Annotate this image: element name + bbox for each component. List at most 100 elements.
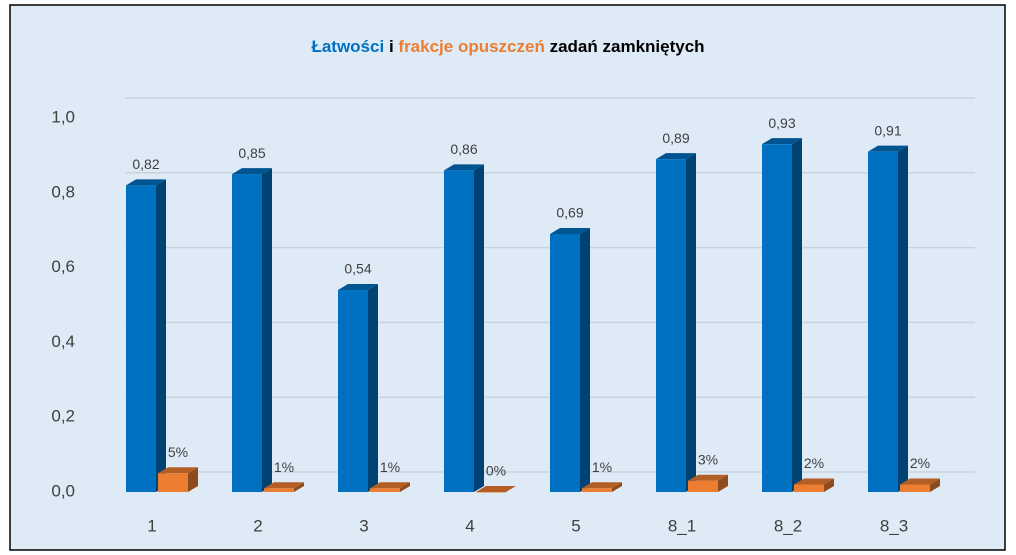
bar-top: [232, 168, 272, 175]
bar-front: [158, 473, 188, 492]
bar-top: [264, 482, 304, 489]
bar-top: [794, 478, 834, 485]
data-label: 0,89: [662, 130, 689, 146]
data-label: 1%: [592, 459, 612, 475]
bar-side: [612, 482, 622, 492]
bar-top: [656, 153, 696, 160]
bar: [232, 168, 272, 492]
x-tick-label: 8_3: [880, 516, 908, 535]
bar-side: [718, 474, 728, 492]
bar-top: [126, 179, 166, 186]
bar-front: [444, 170, 474, 493]
bar-side: [686, 153, 696, 492]
x-tick-label: 2: [253, 516, 262, 535]
x-tick-label: 8_1: [668, 516, 696, 535]
data-label: 3%: [698, 451, 718, 467]
chart-title: Łatwości i frakcje opuszczeń zadań zamkn…: [311, 37, 704, 56]
data-label: 0,54: [344, 261, 371, 277]
bar-side: [474, 164, 484, 493]
bar-side: [580, 227, 590, 492]
bar-side: [400, 482, 410, 492]
bar-front: [582, 488, 612, 492]
bar: [476, 486, 516, 493]
y-tick-label: 1,0: [51, 107, 75, 126]
bar-top: [582, 482, 622, 489]
data-label: 0,69: [556, 205, 583, 221]
data-label: 1%: [274, 459, 294, 475]
bar-top: [338, 284, 378, 291]
bar: [444, 164, 484, 493]
y-tick-label: 0,6: [51, 257, 75, 276]
bar: [900, 478, 940, 492]
bar-top: [550, 227, 590, 234]
bar-top: [476, 486, 516, 492]
bar-front: [126, 185, 156, 492]
bar: [868, 145, 908, 492]
bar: [370, 482, 410, 492]
x-tick-label: 8_2: [774, 516, 802, 535]
bar-top: [370, 482, 410, 489]
bar-top: [688, 474, 728, 481]
data-label: 1%: [380, 459, 400, 475]
bar-side: [188, 467, 198, 492]
bar: [582, 482, 622, 492]
bar-front: [794, 484, 824, 492]
bar-side: [294, 482, 304, 492]
bar: [264, 482, 304, 492]
bar-side: [898, 145, 908, 492]
bar-top: [868, 145, 908, 152]
bar: [126, 179, 166, 492]
data-label: 0,85: [238, 145, 265, 161]
data-label: 0,82: [132, 156, 159, 172]
bar-side: [792, 138, 802, 492]
bar-side: [824, 478, 834, 492]
data-label: 0,93: [768, 115, 795, 131]
x-tick-label: 3: [359, 516, 368, 535]
bar: [656, 153, 696, 492]
bar-front: [264, 488, 294, 492]
bar-top: [158, 467, 198, 474]
data-label: 2%: [804, 455, 824, 471]
bar: [794, 478, 834, 492]
bar-front: [476, 492, 506, 493]
bar-front: [656, 159, 686, 492]
bar-top: [762, 138, 802, 145]
bar-front: [868, 151, 898, 492]
bar-top: [900, 478, 940, 485]
bar-front: [900, 484, 930, 492]
x-tick-label: 4: [465, 516, 474, 535]
title-part: i: [389, 37, 394, 56]
bar: [688, 474, 728, 492]
bar: [762, 138, 802, 492]
x-tick-label: 5: [571, 516, 580, 535]
bar-side: [262, 168, 272, 492]
title-part: zadań zamkniętych: [550, 37, 705, 56]
title-part: frakcje opuszczeń: [398, 37, 544, 56]
title-part: Łatwości: [311, 37, 384, 56]
data-label: 2%: [910, 455, 930, 471]
bar: [338, 284, 378, 492]
bar-front: [232, 174, 262, 492]
chart-frame: [9, 4, 1006, 551]
bar-front: [338, 290, 368, 492]
y-tick-label: 0,0: [51, 481, 75, 500]
bar-side: [156, 179, 166, 492]
y-tick-label: 0,8: [51, 182, 75, 201]
bar-side: [930, 478, 940, 492]
data-label: 0,91: [874, 122, 901, 138]
bar: [550, 227, 590, 492]
bar-front: [550, 233, 580, 492]
data-label: 0,86: [450, 141, 477, 157]
bar: [158, 467, 198, 492]
bar-top: [444, 164, 484, 171]
y-tick-label: 0,2: [51, 407, 75, 426]
data-label: 5%: [168, 444, 188, 460]
bar-front: [762, 144, 792, 492]
bar-front: [688, 480, 718, 492]
bar-front: [370, 488, 400, 492]
x-tick-label: 1: [147, 516, 156, 535]
y-tick-label: 0,4: [51, 332, 75, 351]
bar-side: [368, 284, 378, 492]
